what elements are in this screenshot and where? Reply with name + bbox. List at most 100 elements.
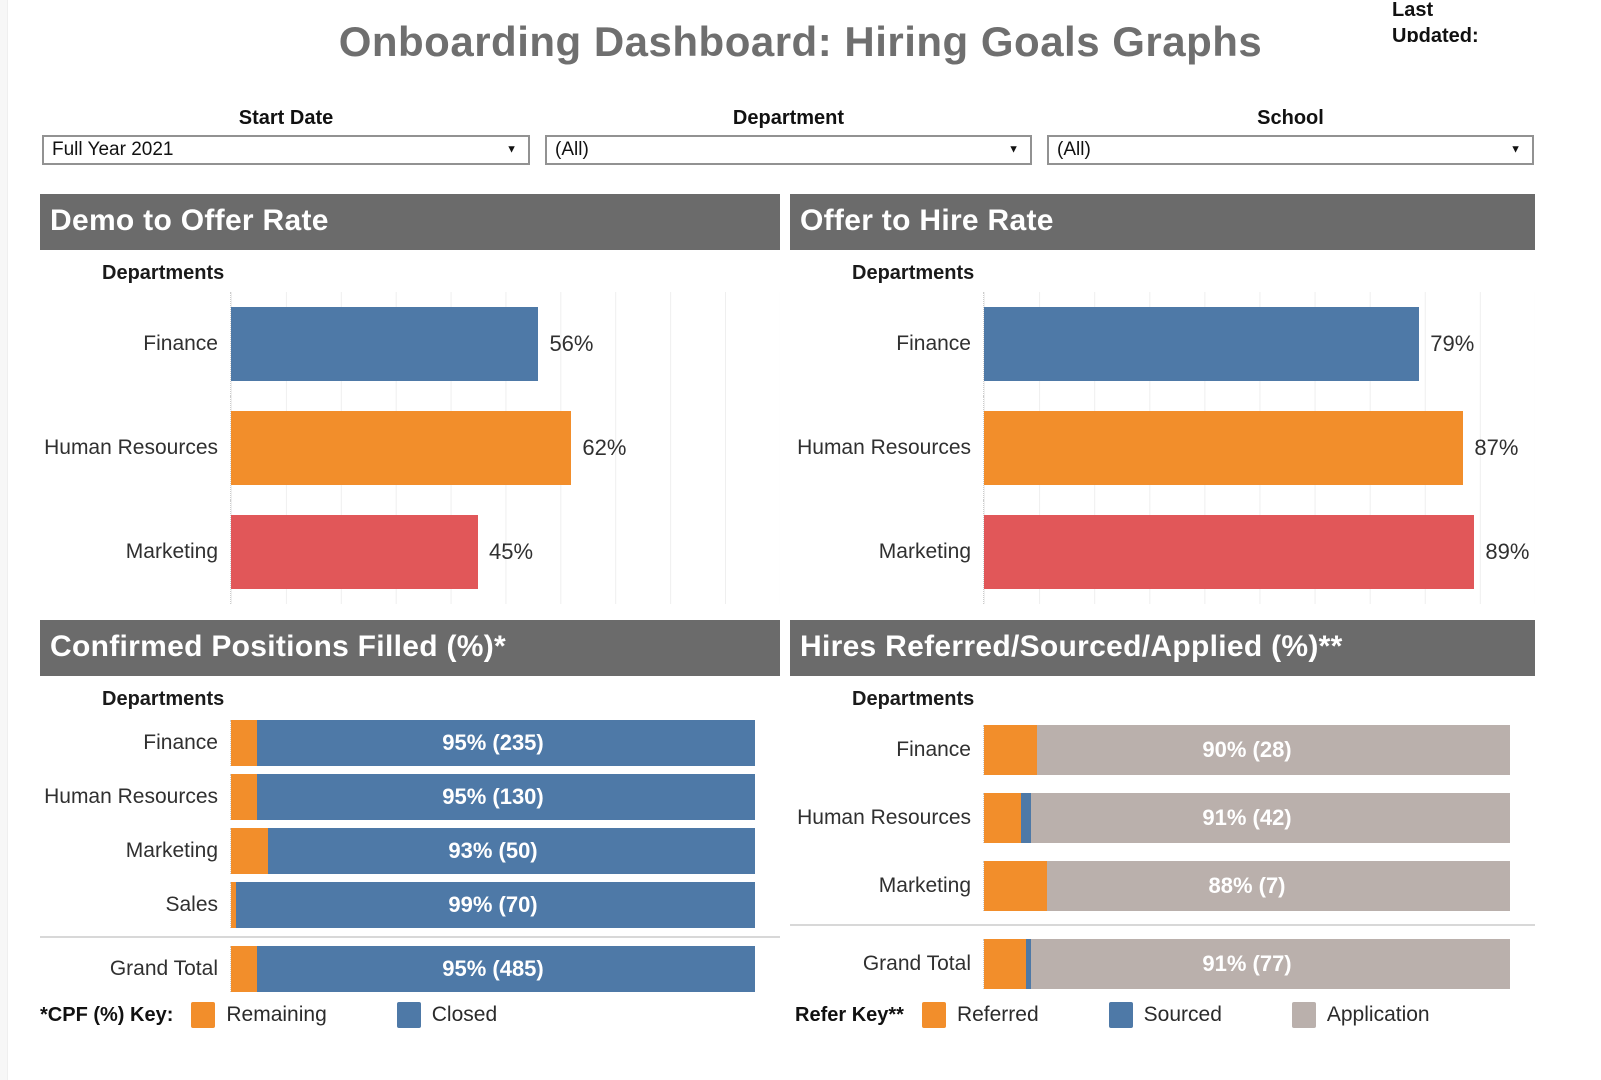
plot-area: 79% — [983, 292, 1535, 396]
remaining-segment-sales[interactable] — [231, 882, 237, 928]
bar-value-label: 45% — [489, 539, 534, 564]
bar-value-label: 89% — [1485, 539, 1530, 564]
axis-title-departments: Departments — [102, 688, 225, 710]
application-segment-marketing[interactable] — [1047, 861, 1510, 911]
referred-segment-finance[interactable] — [984, 725, 1037, 775]
chart-row: Human Resources 87% — [790, 396, 1535, 500]
chevron-down-icon[interactable]: ▼ — [1510, 143, 1521, 156]
axis-title-departments: Departments — [852, 262, 975, 284]
plot-area: 91% (77) — [983, 939, 1510, 989]
panel-title: Offer to Hire Rate — [790, 194, 1535, 250]
closed-segment-marketing[interactable] — [267, 828, 755, 874]
school-dropdown[interactable]: (All) ▼ — [1047, 135, 1534, 165]
plot-area: 56% — [230, 292, 780, 396]
bar-human-resources[interactable] — [984, 411, 1464, 485]
legend-swatch-referred — [921, 1002, 946, 1028]
bar-value-label: 79% — [1430, 331, 1475, 356]
cpf-key-legend: *CPF (%) Key: Remaining Closed — [40, 1002, 567, 1028]
start-date-dropdown[interactable]: Full Year 2021 ▼ — [42, 135, 530, 165]
legend-swatch-remaining — [191, 1002, 216, 1028]
chart-row: Human Resources 91% (42) — [790, 784, 1535, 852]
legend-swatch-application — [1291, 1002, 1316, 1028]
closed-segment-human-resources[interactable] — [257, 774, 755, 820]
chart-row: Sales 99% (70) — [40, 878, 780, 932]
panel-offer-to-hire-rate: Offer to Hire Rate Departments Finance 79… — [790, 194, 1535, 608]
plot-area: 90% (28) — [983, 725, 1510, 775]
chart-row: Marketing 45% — [40, 500, 780, 604]
grand-total-separator — [40, 936, 780, 938]
legend-label-closed: Closed — [431, 1003, 498, 1026]
legend-item-sourced: Sourced — [1108, 1002, 1222, 1028]
filter-label-department: Department — [732, 107, 845, 129]
remaining-segment-finance[interactable] — [231, 720, 258, 766]
legend-label-remaining: Remaining — [226, 1003, 327, 1026]
category-label-grand-total: Grand Total — [109, 957, 218, 980]
category-label-marketing: Marketing — [878, 874, 971, 897]
grand-total-separator — [790, 924, 1535, 926]
legend-item-application: Application — [1291, 1002, 1430, 1028]
legend-label-application: Application — [1326, 1003, 1430, 1026]
axis-title-departments: Departments — [852, 688, 975, 710]
plot-area: 88% (7) — [983, 861, 1510, 911]
remaining-segment-grand-total[interactable] — [231, 946, 258, 992]
start-date-dropdown-value: Full Year 2021 — [52, 139, 174, 160]
referred-segment-human-resources[interactable] — [984, 793, 1021, 843]
category-label-finance: Finance — [896, 332, 971, 355]
panel-hires-referred-sourced-applied: Hires Referred/Sourced/Applied (%)** Dep… — [790, 620, 1535, 1000]
plot-area: 95% (485) — [230, 946, 755, 992]
sourced-segment-grand-total[interactable] — [1026, 939, 1032, 989]
department-dropdown[interactable]: (All) ▼ — [545, 135, 1032, 165]
school-dropdown-value: (All) — [1057, 139, 1091, 160]
plot-area: 62% — [230, 396, 780, 500]
legend-title: Refer Key** — [795, 1003, 904, 1026]
chart-row: Finance 79% — [790, 292, 1535, 396]
bar-value-label: 93% (50) — [448, 838, 538, 863]
chart-row: Human Resources 95% (130) — [40, 770, 780, 824]
category-label-finance: Finance — [143, 731, 218, 754]
application-segment-finance[interactable] — [1036, 725, 1510, 775]
category-label-finance: Finance — [143, 332, 218, 355]
bar-value-label: 87% — [1474, 435, 1519, 460]
application-segment-human-resources[interactable] — [1031, 793, 1510, 843]
department-dropdown-value: (All) — [555, 139, 589, 160]
bar-marketing[interactable] — [984, 515, 1475, 589]
legend-swatch-closed — [396, 1002, 421, 1028]
chevron-down-icon[interactable]: ▼ — [1008, 143, 1019, 156]
page-title: Onboarding Dashboard: Hiring Goals Graph… — [338, 18, 1263, 65]
plot-area: 89% — [983, 500, 1535, 604]
category-label-finance: Finance — [896, 738, 971, 761]
category-label-marketing: Marketing — [878, 540, 971, 563]
legend-title: *CPF (%) Key: — [40, 1003, 174, 1026]
category-label-marketing: Marketing — [125, 540, 218, 563]
bar-value-label: 95% (235) — [442, 730, 544, 755]
bar-marketing[interactable] — [231, 515, 479, 589]
closed-segment-grand-total[interactable] — [257, 946, 755, 992]
application-segment-grand-total[interactable] — [1031, 939, 1510, 989]
category-label-sales: Sales — [165, 893, 218, 916]
chevron-down-icon[interactable]: ▼ — [506, 143, 517, 156]
chart-row: Grand Total 95% (485) — [40, 942, 780, 996]
remaining-segment-human-resources[interactable] — [231, 774, 258, 820]
bar-finance[interactable] — [984, 307, 1420, 381]
bar-value-label: 99% (70) — [448, 892, 538, 917]
bar-value-label: 90% (28) — [1202, 737, 1292, 762]
remaining-segment-marketing[interactable] — [231, 828, 268, 874]
sourced-segment-human-resources[interactable] — [1020, 793, 1032, 843]
panel-confirmed-positions-filled: Confirmed Positions Filled (%)* Departme… — [40, 620, 780, 998]
bar-finance[interactable] — [231, 307, 539, 381]
closed-segment-sales[interactable] — [236, 882, 755, 928]
plot-area: 95% (235) — [230, 720, 755, 766]
category-label-human-resources: Human Resources — [44, 436, 218, 459]
chart-row: Grand Total 91% (77) — [790, 930, 1535, 998]
closed-segment-finance[interactable] — [257, 720, 755, 766]
bar-human-resources[interactable] — [231, 411, 572, 485]
chart-row: Finance 56% — [40, 292, 780, 396]
legend-label-referred: Referred — [956, 1003, 1039, 1026]
bar-value-label: 95% (485) — [442, 956, 544, 981]
panel-title: Demo to Offer Rate — [40, 194, 780, 250]
plot-area: 95% (130) — [230, 774, 755, 820]
chart-row: Marketing 93% (50) — [40, 824, 780, 878]
referred-segment-marketing[interactable] — [984, 861, 1048, 911]
referred-segment-grand-total[interactable] — [984, 939, 1027, 989]
